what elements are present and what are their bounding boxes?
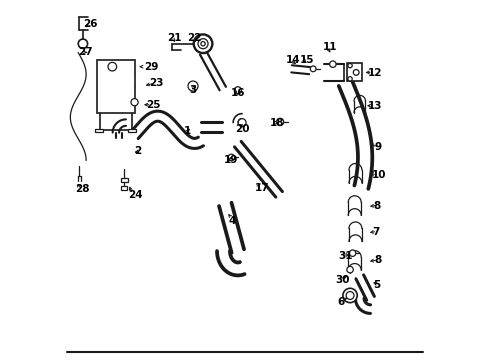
Circle shape xyxy=(131,99,138,106)
Circle shape xyxy=(188,81,198,91)
Circle shape xyxy=(234,87,242,94)
Text: 13: 13 xyxy=(368,101,383,111)
Circle shape xyxy=(310,66,316,72)
Text: 14: 14 xyxy=(286,54,300,64)
Text: 12: 12 xyxy=(368,68,383,78)
Bar xyxy=(121,178,128,182)
Circle shape xyxy=(347,266,353,273)
Circle shape xyxy=(194,35,212,53)
Text: 31: 31 xyxy=(338,251,352,261)
Circle shape xyxy=(78,39,88,48)
Bar xyxy=(95,129,103,132)
Text: 5: 5 xyxy=(373,280,381,291)
Text: 6: 6 xyxy=(337,297,344,307)
Circle shape xyxy=(108,62,117,71)
Text: 29: 29 xyxy=(144,62,158,72)
Text: 18: 18 xyxy=(270,118,285,128)
Text: 9: 9 xyxy=(374,142,382,152)
Bar xyxy=(128,129,136,132)
Text: 19: 19 xyxy=(224,155,239,165)
Circle shape xyxy=(343,288,357,303)
Text: 25: 25 xyxy=(147,100,161,110)
Bar xyxy=(122,186,127,190)
Text: 28: 28 xyxy=(74,184,89,194)
Bar xyxy=(97,59,135,113)
Circle shape xyxy=(228,154,235,161)
Text: 3: 3 xyxy=(190,85,196,95)
Circle shape xyxy=(276,118,284,126)
Circle shape xyxy=(348,63,352,68)
Circle shape xyxy=(353,69,359,75)
Text: 8: 8 xyxy=(373,201,381,211)
Text: 26: 26 xyxy=(83,19,98,29)
Circle shape xyxy=(348,77,352,81)
Text: 1: 1 xyxy=(183,126,191,136)
Text: 21: 21 xyxy=(167,33,182,43)
Bar xyxy=(347,63,362,81)
Text: 24: 24 xyxy=(128,190,143,201)
Text: 11: 11 xyxy=(323,42,338,52)
Circle shape xyxy=(238,119,246,127)
Circle shape xyxy=(330,61,336,67)
Text: 30: 30 xyxy=(335,275,350,285)
Circle shape xyxy=(346,292,354,300)
Circle shape xyxy=(201,41,205,46)
Text: 20: 20 xyxy=(235,124,250,134)
Text: 7: 7 xyxy=(373,227,380,237)
Text: 27: 27 xyxy=(78,47,93,57)
Text: 10: 10 xyxy=(372,170,387,180)
Text: 23: 23 xyxy=(149,78,164,88)
Text: 15: 15 xyxy=(299,54,314,64)
Text: 8: 8 xyxy=(375,255,382,265)
Text: 17: 17 xyxy=(255,183,270,193)
Circle shape xyxy=(349,250,356,256)
Text: 4: 4 xyxy=(228,216,236,225)
Text: 2: 2 xyxy=(135,146,142,156)
Text: 22: 22 xyxy=(188,33,202,43)
Circle shape xyxy=(198,39,208,49)
Text: 16: 16 xyxy=(231,88,245,98)
